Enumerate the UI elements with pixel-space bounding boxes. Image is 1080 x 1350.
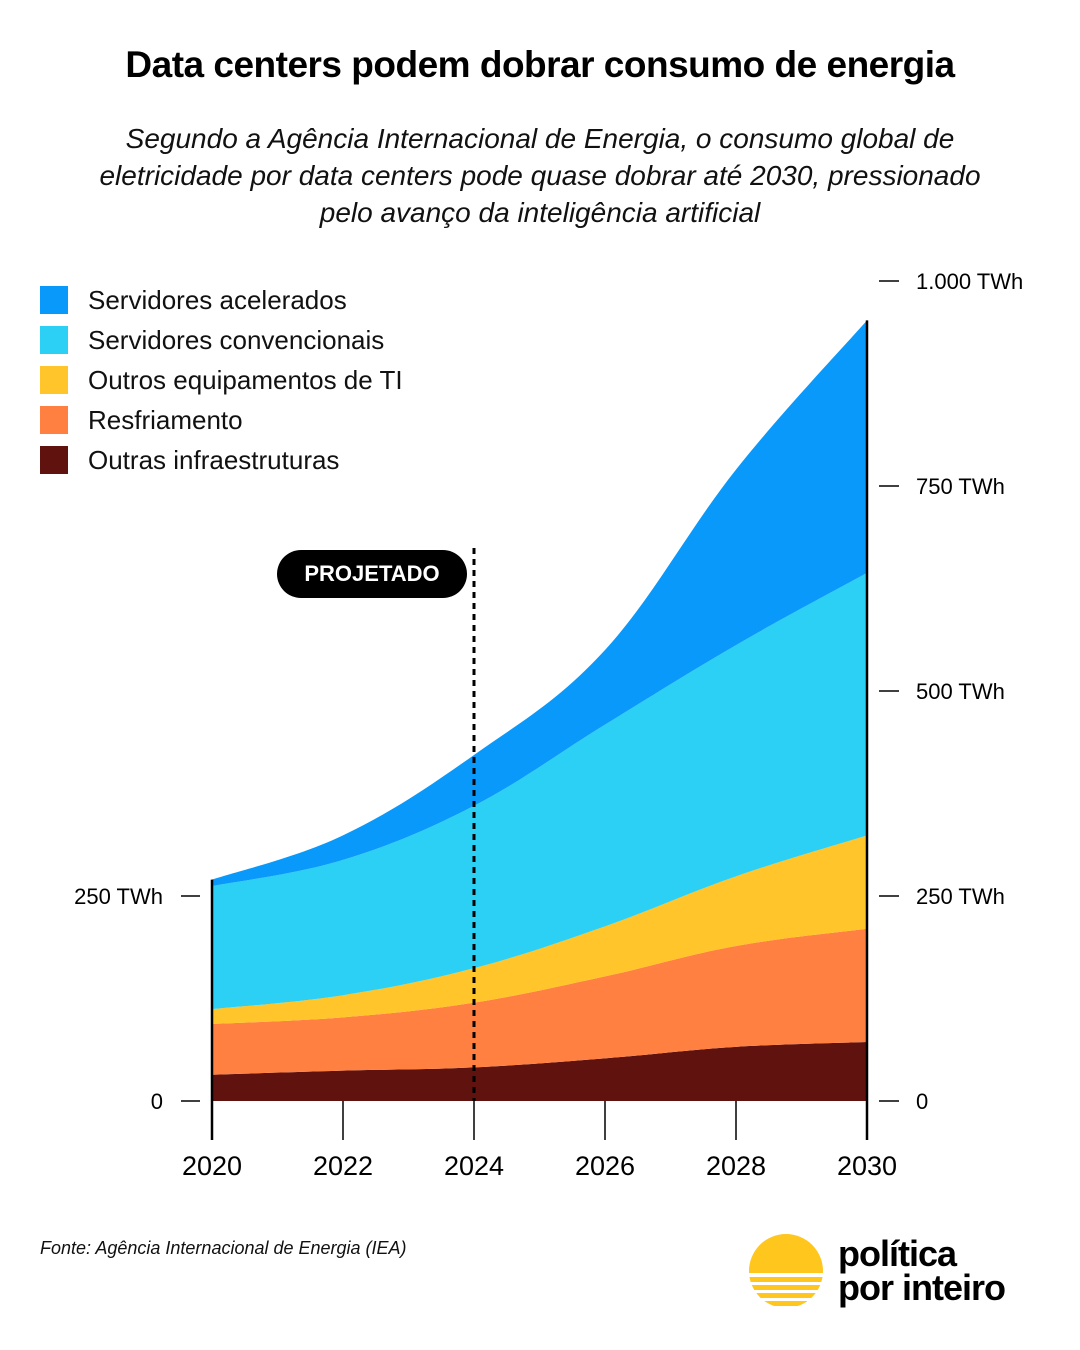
y-tick-label-left: 250 TWh — [74, 884, 163, 909]
chart-title: Data centers podem dobrar consumo de ene… — [125, 44, 955, 85]
logo-line-1: política — [838, 1233, 957, 1274]
legend-item-servidores-acelerados: Servidores acelerados — [40, 280, 403, 320]
chart-subtitle: Segundo a Agência Internacional de Energ… — [99, 123, 981, 228]
legend-swatch — [40, 366, 68, 394]
projected-badge: PROJETADO — [277, 550, 467, 598]
legend-swatch — [40, 406, 68, 434]
y-tick-label-left: 0 — [151, 1089, 163, 1114]
logo-line-2: por inteiro — [838, 1267, 1006, 1308]
legend-label: Resfriamento — [88, 404, 243, 435]
legend-label: Servidores acelerados — [88, 284, 347, 315]
x-tick-label: 2020 — [182, 1151, 242, 1181]
x-tick-label: 2026 — [575, 1151, 635, 1181]
x-tick-label: 2030 — [837, 1151, 897, 1181]
logo-wordmark: política por inteiro — [838, 1233, 1006, 1308]
area-resfriamento — [212, 928, 867, 1075]
area-servidores-acelerados — [212, 320, 867, 887]
legend-label: Outras infraestruturas — [88, 444, 340, 475]
area-outras-infraestruturas — [212, 1041, 867, 1101]
legend-item-servidores-convencionais: Servidores convencionais — [40, 320, 403, 360]
legend-item-outras-infraestruturas: Outras infraestruturas — [40, 440, 403, 480]
legend-item-outros-equipamentos: Outros equipamentos de TI — [40, 360, 403, 400]
area-layers — [212, 320, 867, 1101]
legend-label: Servidores convencionais — [88, 324, 385, 355]
brand-logo: política por inteiro — [748, 1233, 1006, 1309]
y-tick-label-right: 500 TWh — [916, 679, 1005, 704]
legend: Servidores acelerados Servidores convenc… — [40, 280, 403, 480]
legend-swatch — [40, 326, 68, 354]
x-tick-label: 2024 — [444, 1151, 504, 1181]
y-tick-label-right: 0 — [916, 1089, 928, 1114]
area-servidores-convencionais — [212, 572, 867, 1010]
legend-label: Outros equipamentos de TI — [88, 364, 403, 395]
area-outros-equipamentos-de-ti — [212, 835, 867, 1024]
x-tick-label: 2022 — [313, 1151, 373, 1181]
legend-item-resfriamento: Resfriamento — [40, 400, 403, 440]
sun-logo-icon — [749, 1234, 823, 1306]
legend-swatch — [40, 286, 68, 314]
x-tick-label: 2028 — [706, 1151, 766, 1181]
y-tick-label-right: 250 TWh — [916, 884, 1005, 909]
legend-swatch — [40, 446, 68, 474]
source-note: Fonte: Agência Internacional de Energia … — [40, 1238, 407, 1258]
y-tick-label-right: 1.000 TWh — [916, 269, 1023, 294]
axes: 2020 2022 2024 2026 2028 2030 0 250 TWh 0 250 TWh… — [74, 269, 1023, 1181]
y-tick-label-right: 750 TWh — [916, 474, 1005, 499]
